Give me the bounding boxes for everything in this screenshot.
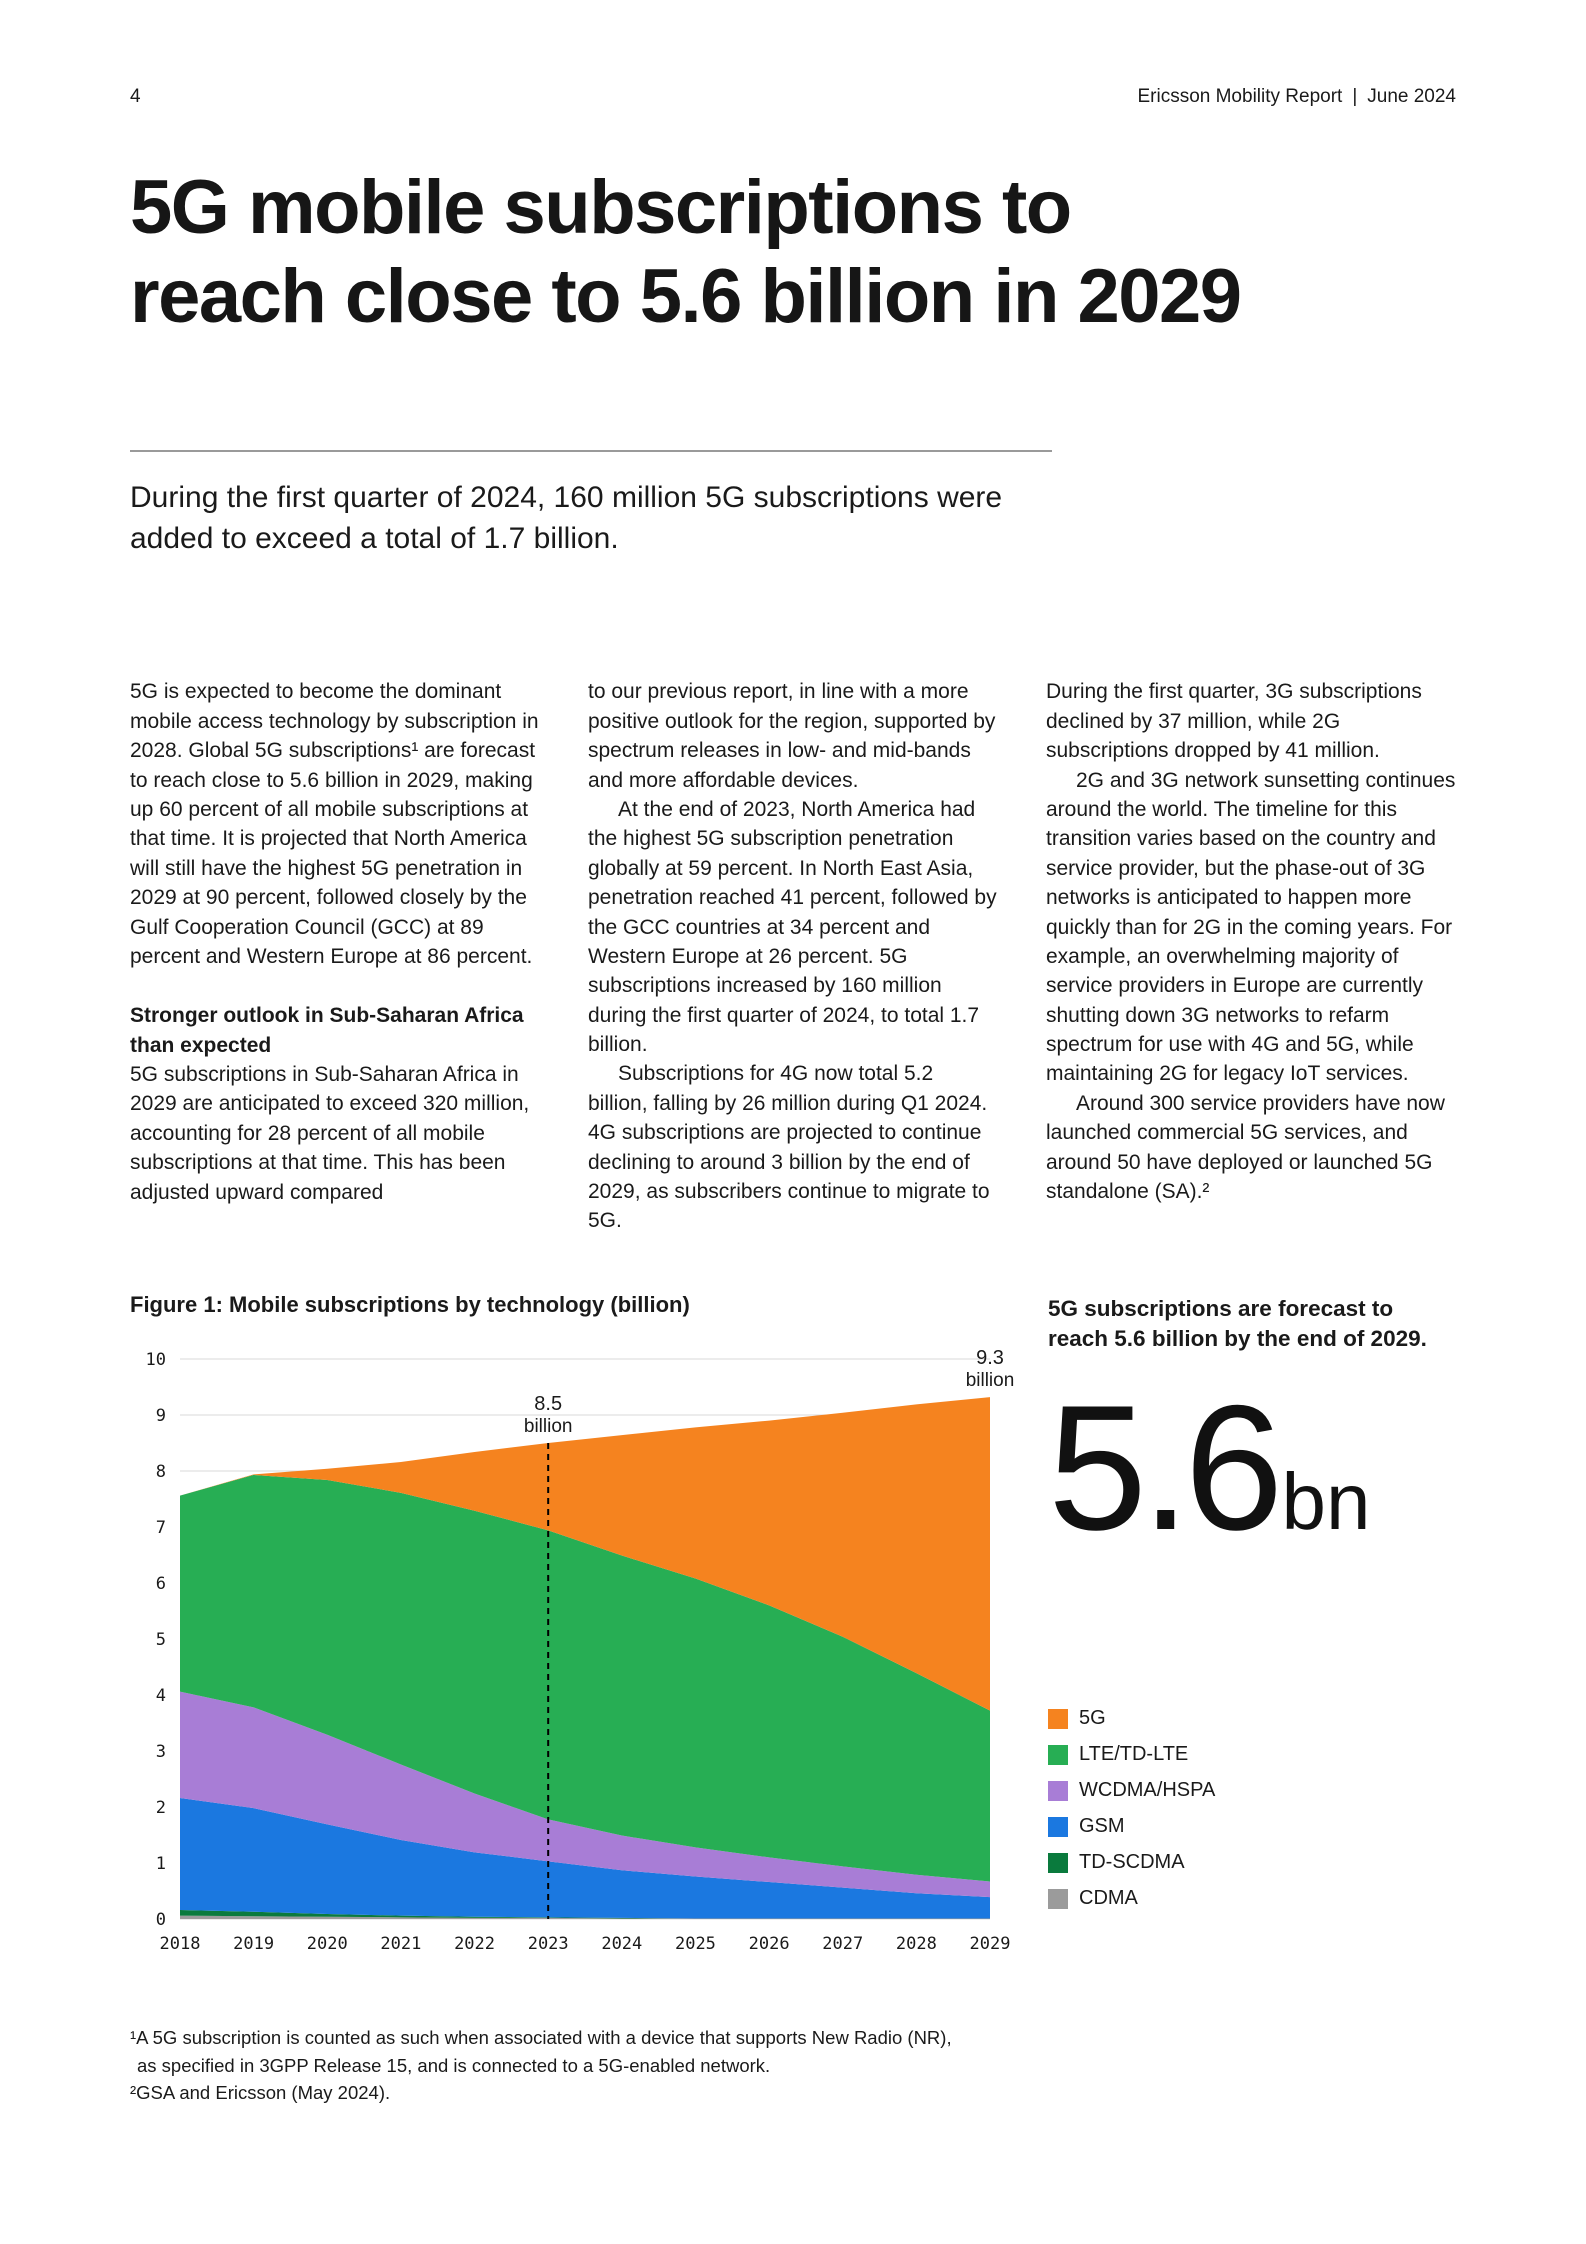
legend-swatch [1048, 1780, 1068, 1801]
page-number: 4 [130, 86, 141, 107]
legend-item-GSM: GSM [1048, 1815, 1456, 1838]
annotation-value-2029: 9.3 [976, 1347, 1004, 1369]
figure-sidebar: 5G subscriptions are forecast to reach 5… [1048, 1292, 1456, 1994]
legend-label: GSM [1079, 1815, 1125, 1838]
x-tick-label: 2018 [160, 1934, 201, 1954]
y-tick-label: 5 [156, 1630, 166, 1650]
legend-label: LTE/TD-LTE [1079, 1743, 1189, 1766]
lede-paragraph: During the first quarter of 2024, 160 mi… [130, 480, 1003, 555]
legend-item-TD-SCDMA: TD-SCDMA [1048, 1851, 1456, 1874]
col3-paragraph-1: During the first quarter, 3G subscriptio… [1046, 680, 1422, 763]
area-TD-SCDMA [180, 1909, 990, 1919]
legend-swatch [1048, 1852, 1068, 1873]
col1-paragraph-2: 5G subscriptions in Sub-Saharan Africa i… [130, 1063, 530, 1204]
legend-label: 5G [1079, 1707, 1106, 1730]
y-tick-label: 10 [146, 1350, 166, 1370]
legend-item-LTE/TD-LTE: LTE/TD-LTE [1048, 1743, 1456, 1766]
header-separator: | [1352, 86, 1358, 107]
footnote-1: ¹A 5G subscription is counted as such wh… [130, 2026, 952, 2048]
area-5G [180, 1396, 990, 1711]
figure-title: Figure 1: Mobile subscriptions by techno… [130, 1291, 690, 1317]
legend-item-WCDMA/HSPA: WCDMA/HSPA [1048, 1779, 1456, 1802]
legend-swatch [1048, 1888, 1068, 1909]
area-GSM [180, 1797, 990, 1919]
sidebar-callout: 5G subscriptions are forecast to reach 5… [1048, 1295, 1427, 1351]
x-tick-label: 2020 [307, 1934, 348, 1954]
x-tick-label: 2025 [675, 1934, 716, 1954]
legend-label: TD-SCDMA [1079, 1851, 1185, 1874]
x-tick-label: 2022 [454, 1934, 495, 1954]
report-title: Ericsson Mobility Report [1137, 86, 1343, 107]
y-tick-label: 0 [156, 1910, 166, 1930]
page-title-line2: reach close to 5.6 billion in 2029 [130, 253, 1242, 339]
y-tick-label: 3 [156, 1742, 166, 1762]
y-tick-label: 6 [156, 1574, 166, 1594]
body-column-2: to our previous report, in line with a m… [588, 677, 998, 1235]
legend-swatch [1048, 1708, 1068, 1729]
col1-subheading: Stronger outlook in Sub-Saharan Africa t… [130, 1004, 524, 1057]
y-tick-label: 7 [156, 1518, 166, 1538]
footnote-1-continued: as specified in 3GPP Release 15, and is … [137, 2054, 771, 2076]
col1-paragraph-1: 5G is expected to become the dominant mo… [130, 680, 539, 968]
y-tick-label: 1 [156, 1854, 166, 1874]
legend-item-CDMA: CDMA [1048, 1887, 1456, 1910]
footnote-2: ²GSA and Ericsson (May 2024). [130, 2082, 391, 2104]
y-tick-label: 8 [156, 1462, 166, 1482]
body-columns: 5G is expected to become the dominant mo… [130, 677, 1456, 1235]
annotation-unit-2023: billion [524, 1416, 573, 1437]
body-column-1: 5G is expected to become the dominant mo… [130, 677, 540, 1235]
legend-swatch [1048, 1744, 1068, 1765]
page-title-line1: 5G mobile subscriptions to [130, 165, 1072, 250]
col2-paragraph-2: At the end of 2023, North America had th… [588, 797, 997, 1057]
footnotes: ¹A 5G subscription is counted as such wh… [130, 2024, 1456, 2107]
x-tick-label: 2028 [896, 1934, 937, 1954]
report-date: June 2024 [1367, 86, 1456, 107]
legend-label: WCDMA/HSPA [1079, 1779, 1216, 1802]
annotation-unit-2029: billion [966, 1370, 1015, 1391]
col3-paragraph-2: 2G and 3G network sunsetting continues a… [1046, 768, 1456, 1086]
area-WCDMA/HSPA [180, 1691, 990, 1897]
figure-section: Figure 1: Mobile subscriptions by techno… [130, 1292, 1456, 1994]
y-tick-label: 9 [156, 1406, 166, 1426]
legend-swatch [1048, 1816, 1068, 1837]
annotation-value-2023: 8.5 [534, 1393, 562, 1415]
mobile-subscriptions-stacked-area-chart: 0 1 2 3 4 5 6 7 8 9 10 2018 2019 2020 2021 2022 2023 2024… [146, 1347, 1015, 1954]
chart-legend: 5G LTE/TD-LTE WCDMA/HSPA GSM TD-SCDMA CDMA [1048, 1707, 1456, 1910]
x-tick-label: 2019 [233, 1934, 274, 1954]
figure-area: Figure 1: Mobile subscriptions by techno… [130, 1292, 1022, 1994]
big-number: 5.6 bn [1048, 1379, 1456, 1557]
col2-paragraph-3: Subscriptions for 4G now total 5.2 billi… [588, 1062, 990, 1233]
legend-item-5G: 5G [1048, 1707, 1456, 1730]
divider-rule [130, 449, 1052, 452]
body-column-3: During the first quarter, 3G subscriptio… [1046, 677, 1456, 1235]
x-tick-label: 2027 [822, 1934, 863, 1954]
col2-paragraph-1: to our previous report, in line with a m… [588, 680, 996, 792]
x-tick-label: 2021 [380, 1934, 421, 1954]
big-number-value: 5.6 [1048, 1368, 1283, 1568]
page-header: 4 Ericsson Mobility Report | June 2024 [130, 86, 1456, 108]
header-right: Ericsson Mobility Report | June 2024 [1137, 86, 1456, 108]
y-tick-label: 2 [156, 1798, 166, 1818]
y-tick-label: 4 [156, 1686, 166, 1706]
col3-paragraph-3: Around 300 service providers have now la… [1046, 1091, 1445, 1204]
area-LTE/TD-LTE [180, 1474, 990, 1882]
x-tick-label: 2023 [528, 1934, 569, 1954]
x-tick-label: 2029 [970, 1934, 1011, 1954]
big-number-unit: bn [1281, 1457, 1371, 1547]
legend-label: CDMA [1079, 1887, 1138, 1910]
x-tick-label: 2026 [749, 1934, 790, 1954]
area-CDMA [180, 1915, 990, 1919]
x-tick-label: 2024 [601, 1934, 642, 1954]
page-title: 5G mobile subscriptions to reach close t… [130, 164, 1456, 342]
